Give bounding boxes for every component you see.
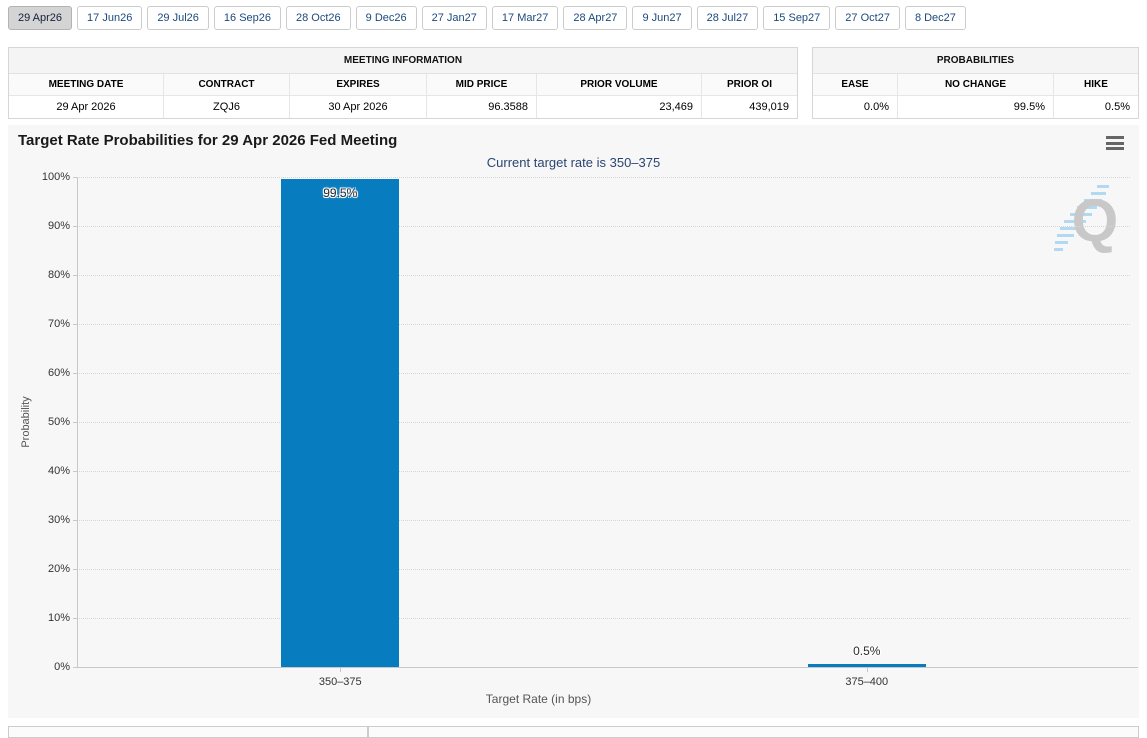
y-tick-mark xyxy=(73,324,77,325)
y-tick-label: 20% xyxy=(47,563,70,575)
y-tick-label: 0% xyxy=(54,661,70,673)
y-tick-label: 100% xyxy=(41,171,70,183)
column-header: PRIOR OI xyxy=(701,74,797,96)
column-header: MEETING DATE xyxy=(9,74,163,96)
grid-line xyxy=(77,520,1130,521)
probabilities-header-row: EASE NO CHANGE HIKE xyxy=(813,74,1138,96)
hamburger-menu-icon xyxy=(1106,147,1124,150)
table-cell: 23,469 xyxy=(536,96,701,118)
table-cell: 0.5% xyxy=(1053,96,1138,118)
y-tick-mark xyxy=(73,275,77,276)
x-tick-mark xyxy=(866,667,868,672)
y-tick-mark xyxy=(73,569,77,570)
bottom-right-table-cutoff xyxy=(368,726,1139,738)
meeting-date-tabbar: 29 Apr26 17 Jun26 29 Jul26 16 Sep26 28 Oct26… xyxy=(8,6,966,30)
y-tick-mark xyxy=(73,471,77,472)
grid-line xyxy=(77,569,1130,570)
meeting-date-tab[interactable]: 17 Mar27 xyxy=(491,6,559,30)
y-tick-label: 70% xyxy=(47,318,70,330)
column-header: EXPIRES xyxy=(289,74,426,96)
meeting-info-header-row: MEETING DATE CONTRACT EXPIRES MID PRICE PRIO… xyxy=(9,74,797,96)
y-tick-mark xyxy=(73,226,77,227)
column-header: HIKE xyxy=(1053,74,1138,96)
y-tick-mark xyxy=(73,618,77,619)
probabilities-table: PROBABILITIES EASE NO CHANGE HIKE 0.0% 99.5… xyxy=(812,47,1139,119)
meeting-date-tab[interactable]: 28 Apr27 xyxy=(563,6,628,30)
column-header: NO CHANGE xyxy=(897,74,1053,96)
chart-context-menu-button[interactable] xyxy=(1106,136,1126,152)
hamburger-menu-icon xyxy=(1106,141,1124,145)
meeting-date-tab[interactable]: 29 Apr26 xyxy=(8,6,73,30)
column-header: MID PRICE xyxy=(426,74,536,96)
x-axis-line xyxy=(77,667,1138,668)
probabilities-title: PROBABILITIES xyxy=(813,48,1138,74)
x-axis-title: Target Rate (in bps) xyxy=(485,692,592,706)
table-cell: 29 Apr 2026 xyxy=(9,96,163,118)
grid-line xyxy=(77,275,1130,276)
y-tick-label: 60% xyxy=(47,367,70,379)
table-cell: 96.3588 xyxy=(426,96,536,118)
y-tick-mark xyxy=(73,373,77,374)
meeting-date-tab[interactable]: 27 Jan27 xyxy=(421,6,487,30)
meeting-date-tab[interactable]: 29 Jul26 xyxy=(147,6,209,30)
meeting-date-tab[interactable]: 17 Jun26 xyxy=(77,6,143,30)
meeting-date-tab[interactable]: 15 Sep27 xyxy=(763,6,831,30)
y-tick-label: 30% xyxy=(47,514,70,526)
grid-line xyxy=(77,618,1130,619)
grid-line xyxy=(77,177,1130,178)
y-tick-label: 90% xyxy=(47,220,70,232)
x-category-label: 375–400 xyxy=(845,676,889,688)
meeting-date-tab[interactable]: 9 Dec26 xyxy=(355,6,417,30)
column-header: EASE xyxy=(813,74,897,96)
column-header: CONTRACT xyxy=(163,74,289,96)
meeting-date-tab[interactable]: 8 Dec27 xyxy=(904,6,966,30)
grid-line xyxy=(77,471,1130,472)
quikstrike-watermark-logo: Q xyxy=(1054,185,1119,254)
table-cell: 99.5% xyxy=(897,96,1053,118)
meeting-info-title: MEETING INFORMATION xyxy=(9,48,797,74)
grid-line xyxy=(77,324,1130,325)
y-tick-label: 80% xyxy=(47,269,70,281)
table-cell: 0.0% xyxy=(813,96,897,118)
target-rate-probabilities-chart: Target Rate Probabilities for 29 Apr 202… xyxy=(8,125,1139,718)
meeting-date-tab[interactable]: 16 Sep26 xyxy=(213,6,282,30)
y-tick-mark xyxy=(73,177,77,178)
bar-value-label: 99.5% xyxy=(323,186,358,201)
probability-bar[interactable] xyxy=(807,664,926,667)
y-tick-mark xyxy=(73,520,77,521)
y-tick-mark xyxy=(73,422,77,423)
grid-line xyxy=(77,373,1130,374)
probabilities-data-row: 0.0% 99.5% 0.5% xyxy=(813,96,1138,118)
svg-text:Q: Q xyxy=(1072,187,1119,254)
meeting-date-tab[interactable]: 9 Jun27 xyxy=(632,6,692,30)
table-cell: 439,019 xyxy=(701,96,797,118)
y-tick-label: 10% xyxy=(47,612,70,624)
y-tick-mark xyxy=(73,667,77,668)
table-cell: 30 Apr 2026 xyxy=(289,96,426,118)
probability-bar[interactable] xyxy=(281,179,400,667)
y-tick-label: 50% xyxy=(47,416,70,428)
meeting-date-tab[interactable]: 28 Oct26 xyxy=(286,6,351,30)
meeting-date-tab[interactable]: 28 Jul27 xyxy=(696,6,759,30)
y-tick-label: 40% xyxy=(47,465,70,477)
meeting-info-data-row: 29 Apr 2026 ZQJ6 30 Apr 2026 96.3588 23,469 4… xyxy=(9,96,797,118)
grid-line xyxy=(77,226,1130,227)
y-axis-title: Probability xyxy=(20,396,32,448)
grid-line xyxy=(77,422,1130,423)
meeting-info-table: MEETING INFORMATION MEETING DATE CONTRACT… xyxy=(8,47,798,119)
bottom-left-table-cutoff xyxy=(8,726,368,738)
chart-subtitle: Current target rate is 350–375 xyxy=(486,155,661,170)
meeting-date-tab[interactable]: 27 Oct27 xyxy=(835,6,900,30)
table-cell: ZQJ6 xyxy=(163,96,289,118)
column-header: PRIOR VOLUME xyxy=(536,74,701,96)
chart-title: Target Rate Probabilities for 29 Apr 202… xyxy=(18,132,398,149)
hamburger-menu-icon xyxy=(1106,136,1124,139)
y-axis-line xyxy=(77,177,78,667)
x-tick-mark xyxy=(340,667,342,672)
x-category-label: 350–375 xyxy=(318,676,362,688)
bar-value-label: 0.5% xyxy=(853,644,881,658)
